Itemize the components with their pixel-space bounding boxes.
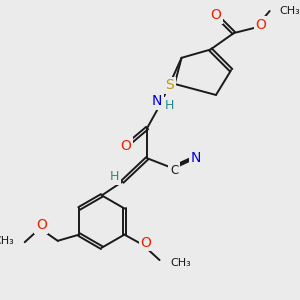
Text: O: O (140, 236, 151, 250)
Text: CH₃: CH₃ (170, 258, 191, 268)
Text: CH₃: CH₃ (0, 236, 14, 246)
Text: S: S (165, 78, 174, 92)
Text: H: H (110, 170, 119, 183)
Text: O: O (210, 8, 221, 22)
Text: O: O (255, 18, 266, 32)
Text: O: O (36, 218, 47, 232)
Text: CH₃: CH₃ (279, 6, 300, 16)
Text: H: H (165, 99, 174, 112)
Text: O: O (121, 139, 131, 153)
Text: C: C (170, 164, 178, 177)
Text: N: N (152, 94, 162, 108)
Text: N: N (191, 151, 201, 165)
